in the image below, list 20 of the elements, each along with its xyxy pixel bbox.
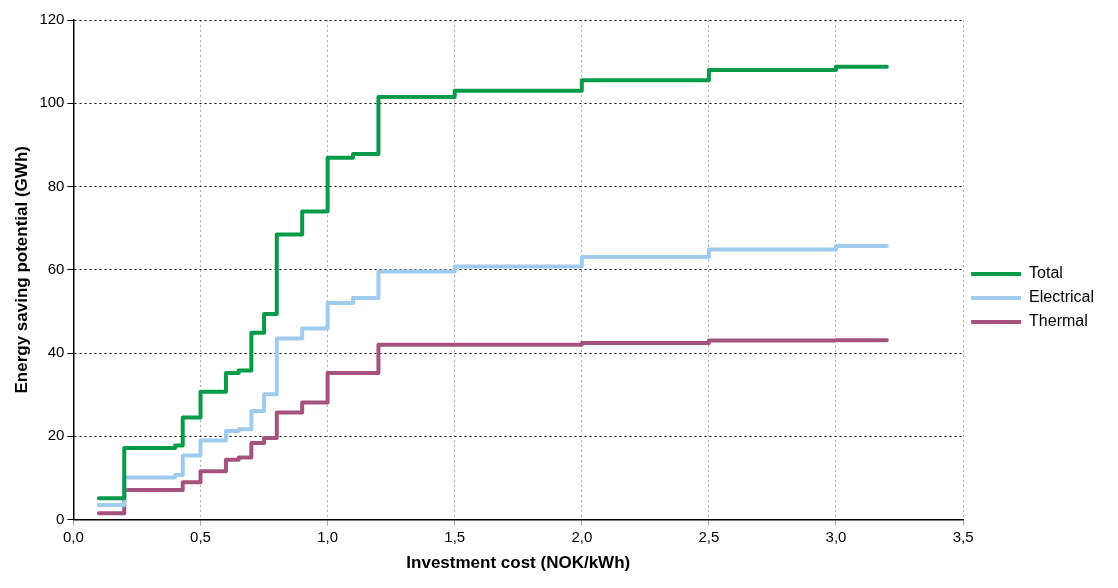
y-tick-label: 0 <box>56 509 65 527</box>
legend-label: Electrical <box>1029 288 1094 306</box>
y-tick-label: 120 <box>39 10 65 28</box>
x-tick-label: 1,0 <box>317 527 339 545</box>
y-tick-label: 100 <box>39 93 65 111</box>
x-axis-title: Investment cost (NOK/kWh) <box>406 553 631 573</box>
y-tick-label: 60 <box>47 259 65 277</box>
x-tick-label: 1,5 <box>444 527 466 545</box>
x-tick-label: 3,5 <box>952 527 974 545</box>
x-tick-label: 0,0 <box>63 527 84 545</box>
y-tick-label: 80 <box>47 176 65 194</box>
y-axis-title: Energy saving potential (GWh) <box>11 146 31 394</box>
x-tick-label: 2,0 <box>571 527 593 545</box>
y-tick-label: 20 <box>47 426 65 444</box>
x-tick-label: 0,5 <box>190 527 211 545</box>
y-tick-label: 40 <box>47 343 65 361</box>
x-tick-label: 2,5 <box>698 527 720 545</box>
legend-label: Thermal <box>1029 312 1088 330</box>
legend-label: Total <box>1029 264 1063 282</box>
x-tick-label: 3,0 <box>825 527 847 545</box>
